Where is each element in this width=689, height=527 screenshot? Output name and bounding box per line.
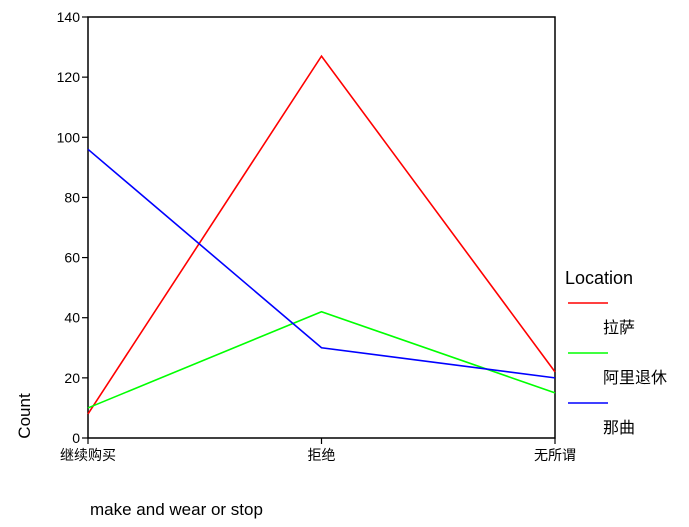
series-line: [88, 312, 555, 408]
legend-title: Location: [565, 268, 633, 288]
y-tick-label: 60: [64, 250, 80, 266]
y-tick-label: 40: [64, 310, 80, 326]
x-tick-label: 继续购买: [60, 447, 116, 463]
series-line: [88, 56, 555, 414]
y-axis: 0 20 40 60 80 100 120 140: [57, 9, 88, 446]
x-tick-label: 拒绝: [308, 447, 336, 463]
y-tick-label: 140: [57, 9, 81, 25]
legend-label: 阿里退休: [603, 369, 667, 387]
plot-frame: [88, 17, 555, 438]
y-tick-label: 100: [57, 129, 81, 145]
x-tick-label: 无所谓: [534, 447, 576, 463]
x-axis: 继续购买 拒绝 无所谓: [60, 438, 576, 463]
y-tick-label: 20: [64, 370, 80, 386]
series-line: [88, 149, 555, 378]
y-axis-title: Count: [15, 393, 34, 439]
series-lines: [88, 56, 555, 414]
x-axis-title: make and wear or stop: [90, 500, 263, 519]
legend-label: 拉萨: [603, 319, 635, 337]
y-tick-label: 0: [72, 430, 80, 446]
y-tick-label: 80: [64, 189, 80, 205]
y-tick-label: 120: [57, 69, 81, 85]
legend-label: 那曲: [603, 419, 635, 437]
